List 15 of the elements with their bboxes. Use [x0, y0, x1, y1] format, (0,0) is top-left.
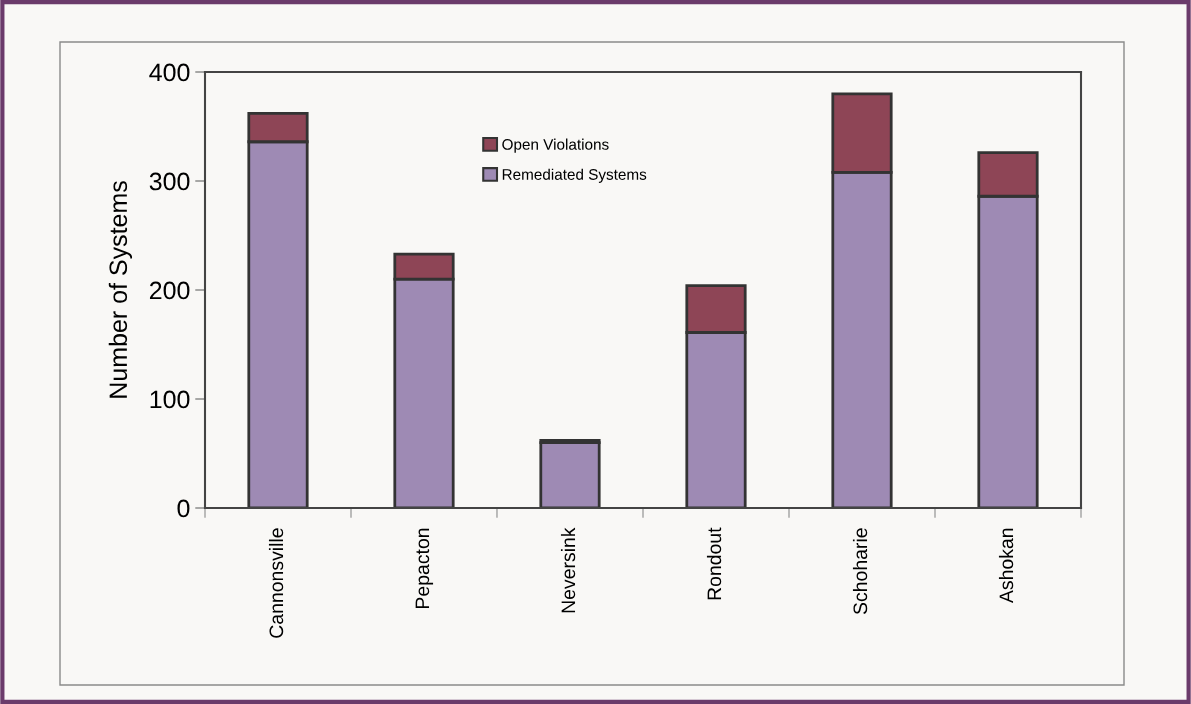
- x-tick-label: Rondout: [706, 527, 722, 600]
- x-tick-label: Schoharie: [852, 528, 868, 615]
- x-tick-label: Neversink: [560, 527, 576, 613]
- bar: [539, 441, 601, 508]
- y-axis-title: Number of Systems: [108, 181, 133, 398]
- y-tick-label: 200: [149, 281, 190, 300]
- x-tick-label: Pepacton: [415, 528, 434, 609]
- legend-label: Open Violations: [502, 138, 609, 153]
- x-tick-label: Cannonsville: [268, 528, 284, 638]
- y-tick-label: 300: [149, 172, 190, 191]
- y-tick-label: 0: [177, 499, 190, 518]
- legend-label: Remediated Systems: [502, 168, 647, 183]
- x-tick-label: Ashokan: [998, 528, 1014, 604]
- y-tick-label: 400: [149, 63, 190, 82]
- y-tick-label: 100: [150, 390, 190, 409]
